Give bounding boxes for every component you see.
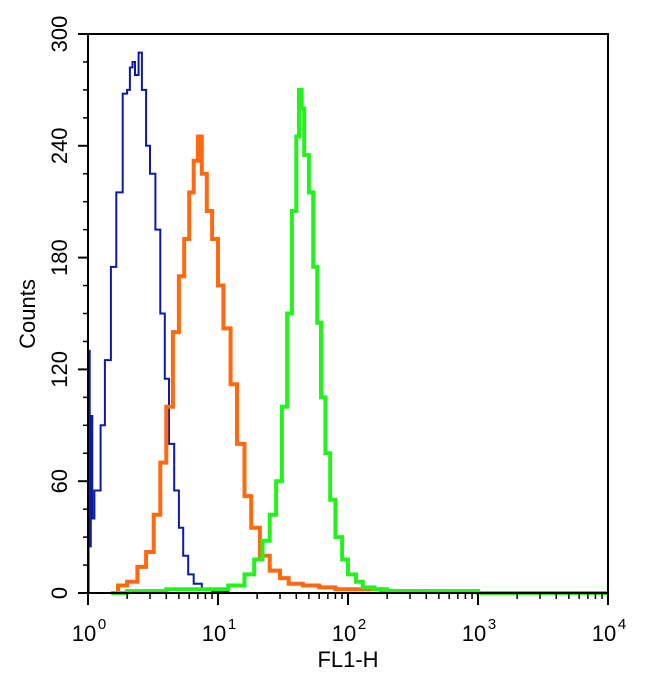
x-tick-exponent: 2: [358, 616, 366, 633]
x-axis-title: FL1-H: [317, 647, 378, 672]
y-tick-label: 300: [47, 16, 72, 53]
x-tick-label: 10 1: [202, 616, 236, 646]
x-tick-exponent: 0: [98, 616, 106, 633]
x-axis: 10 0 10 1 10 2 10 3 10 4: [72, 593, 626, 646]
y-tick-label: 60: [47, 469, 72, 493]
x-tick-base: 10: [592, 621, 616, 646]
x-tick-label: 10 2: [332, 616, 366, 646]
series-line-1: [87, 51, 230, 594]
y-tick-label: 180: [47, 239, 72, 276]
series-layer: [87, 51, 608, 595]
x-tick-base: 10: [72, 621, 96, 646]
plot-background: [88, 34, 608, 593]
y-axis-title: Counts: [15, 279, 40, 349]
x-tick-base: 10: [462, 621, 486, 646]
x-tick-exponent: 1: [228, 616, 236, 633]
x-tick-label: 10 4: [592, 616, 626, 646]
y-tick-label: 240: [47, 127, 72, 164]
x-tick-label: 10 3: [462, 616, 496, 646]
series-line-2: [110, 134, 429, 595]
x-tick-exponent: 4: [618, 616, 626, 633]
y-tick-label: 0: [47, 587, 72, 599]
x-tick-exponent: 3: [488, 616, 496, 633]
x-tick-base: 10: [202, 621, 226, 646]
y-axis: 0 60 120 180 240 300: [47, 16, 88, 599]
x-tick-base: 10: [332, 621, 356, 646]
y-tick-label: 120: [47, 351, 72, 388]
series-line-3: [110, 87, 608, 595]
x-tick-label: 10 0: [72, 616, 106, 646]
